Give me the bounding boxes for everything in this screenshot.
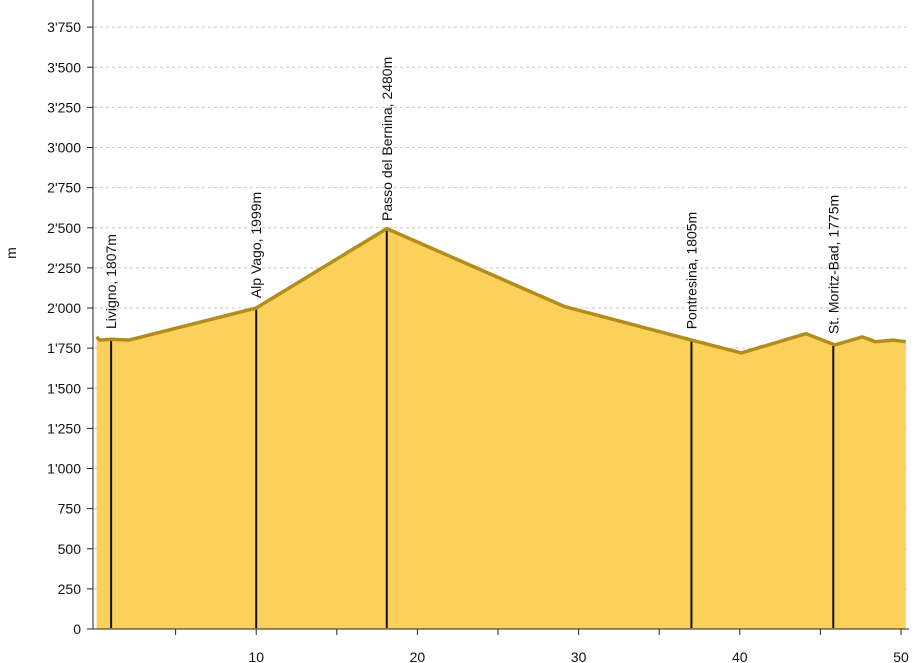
y-tick-label: 3'000: [47, 140, 81, 156]
x-tick-label: 30: [571, 649, 587, 663]
place-labels: Livigno, 1807m Alp Vago, 1999m Passo del B…: [103, 57, 841, 334]
y-tick-label: 2'500: [47, 220, 81, 236]
y-tick-label: 250: [58, 581, 82, 597]
y-tick-label: 2'750: [47, 180, 81, 196]
y-tick-label: 3'250: [47, 99, 81, 115]
place-label: Alp Vago, 1999m: [248, 192, 264, 298]
y-tick-label: 3'750: [47, 19, 81, 35]
place-label: Livigno, 1807m: [103, 234, 119, 329]
x-tick-label: 10: [248, 649, 264, 663]
y-tick-label: 1'000: [47, 461, 81, 477]
y-tick-label: 750: [58, 501, 82, 517]
y-tick-label: 1'750: [47, 340, 81, 356]
x-tick-label: 40: [732, 649, 748, 663]
elevation-area: [96, 228, 906, 629]
elevation-profile-line: [95, 226, 907, 355]
y-tick-label: 3'500: [47, 59, 81, 75]
place-label: Pontresina, 1805m: [683, 212, 699, 330]
y-tick-label: 2'250: [47, 260, 81, 276]
x-axis-ticks: 10 20 30 40 50: [175, 629, 909, 663]
x-tick-label: 20: [410, 649, 426, 663]
axes: [92, 0, 909, 630]
y-axis-ticks: 0 250 500 750 1'000 1'250 1'500 1'750 2'000 2'250…: [47, 19, 93, 637]
y-tick-label: 500: [58, 541, 82, 557]
x-tick-label: 50: [893, 649, 909, 663]
y-tick-label: 1'500: [47, 380, 81, 396]
y-tick-label: 0: [73, 621, 81, 637]
y-tick-label: 2'000: [47, 300, 81, 316]
y-axis-label: m: [3, 247, 19, 259]
place-markers: [110, 230, 835, 628]
place-label: Passo del Bernina, 2480m: [379, 57, 395, 221]
place-label: St. Moritz-Bad, 1775m: [825, 195, 841, 334]
y-tick-label: 1'250: [47, 420, 81, 436]
